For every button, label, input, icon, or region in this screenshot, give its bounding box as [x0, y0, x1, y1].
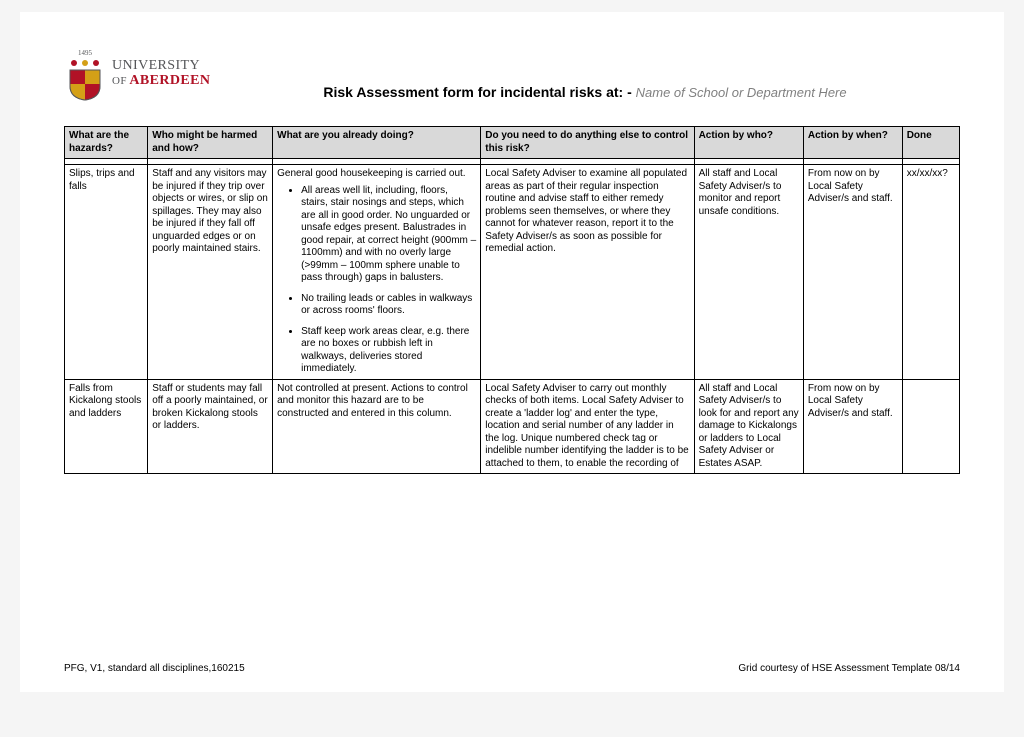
col-more: Do you need to do anything else to contr… — [481, 127, 694, 159]
cell-by-who[interactable]: All staff and Local Safety Adviser/s to … — [694, 165, 803, 380]
col-by-who: Action by who? — [694, 127, 803, 159]
cell-more[interactable]: Local Safety Adviser to examine all popu… — [481, 165, 694, 380]
col-doing: What are you already doing? — [273, 127, 481, 159]
cell-hazard[interactable]: Slips, trips and falls — [65, 165, 148, 380]
risk-table: What are the hazards? Who might be harme… — [64, 126, 960, 474]
cell-doing[interactable]: Not controlled at present. Actions to co… — [273, 379, 481, 474]
logo-line2-of: OF — [112, 75, 127, 87]
header: 1495 UNIVERSITY OF ABERDEEN — [64, 46, 960, 102]
table-row: Falls from Kickalong stools and ladders … — [65, 379, 960, 474]
doing-intro: General good housekeeping is carried out… — [277, 168, 465, 179]
col-hazards: What are the hazards? — [65, 127, 148, 159]
bullet: No trailing leads or cables in walkways … — [301, 293, 476, 318]
col-done: Done — [902, 127, 959, 159]
page: 1495 UNIVERSITY OF ABERDEEN — [20, 12, 1004, 692]
cell-doing[interactable]: General good housekeeping is carried out… — [273, 165, 481, 380]
cell-by-who[interactable]: All staff and Local Safety Adviser/s to … — [694, 379, 803, 474]
table-row: Slips, trips and falls Staff and any vis… — [65, 165, 960, 380]
page-title: Risk Assessment form for incidental risk… — [228, 84, 960, 102]
cell-who[interactable]: Staff or students may fall off a poorly … — [148, 379, 273, 474]
cell-done[interactable] — [902, 379, 959, 474]
cell-by-when[interactable]: From now on by Local Safety Adviser/s an… — [803, 165, 902, 380]
cell-hazard[interactable]: Falls from Kickalong stools and ladders — [65, 379, 148, 474]
col-who: Who might be harmed and how? — [148, 127, 273, 159]
title-main: Risk Assessment form for incidental risk… — [323, 84, 635, 100]
footer: PFG, V1, standard all disciplines,160215… — [64, 663, 960, 674]
university-logo: 1495 UNIVERSITY OF ABERDEEN — [64, 46, 210, 102]
logo-line2-ab: ABERDEEN — [129, 73, 210, 88]
logo-line1: UNIVERSITY — [112, 59, 210, 74]
cell-who[interactable]: Staff and any visitors may be injured if… — [148, 165, 273, 380]
cell-done[interactable]: xx/xx/xx? — [902, 165, 959, 380]
cell-more[interactable]: Local Safety Adviser to carry out monthl… — [481, 379, 694, 474]
col-by-when: Action by when? — [803, 127, 902, 159]
crest-year: 1495 — [78, 49, 93, 57]
doing-bullets: All areas well lit, including, floors, s… — [277, 185, 476, 376]
logo-text: UNIVERSITY OF ABERDEEN — [112, 59, 210, 88]
crest-icon: 1495 — [64, 46, 106, 102]
footer-right: Grid courtesy of HSE Assessment Template… — [738, 663, 960, 674]
bullet: All areas well lit, including, floors, s… — [301, 185, 476, 285]
title-placeholder[interactable]: Name of School or Department Here — [636, 85, 847, 100]
cell-by-when[interactable]: From now on by Local Safety Adviser/s an… — [803, 379, 902, 474]
bullet: Staff keep work areas clear, e.g. there … — [301, 326, 476, 376]
table-header-row: What are the hazards? Who might be harme… — [65, 127, 960, 159]
footer-left: PFG, V1, standard all disciplines,160215 — [64, 663, 245, 674]
